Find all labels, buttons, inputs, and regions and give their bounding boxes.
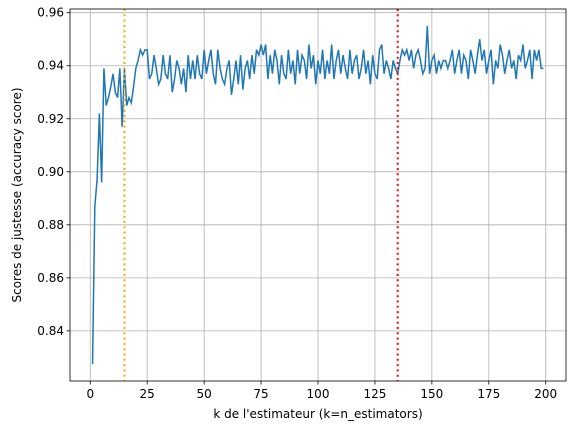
y-tick-label: 0.92 <box>37 112 64 126</box>
y-axis-label: Scores de justesse (accuracy score) <box>10 87 24 302</box>
x-tick-label: 25 <box>140 387 155 401</box>
x-tick-label: 75 <box>253 387 268 401</box>
x-tick-label: 100 <box>307 387 330 401</box>
y-tick-label: 0.94 <box>37 59 64 73</box>
y-tick-label: 0.90 <box>37 165 64 179</box>
y-tick-label: 0.84 <box>37 324 64 338</box>
x-tick-label: 175 <box>477 387 500 401</box>
x-tick-label: 200 <box>534 387 557 401</box>
x-axis-label: k de l'estimateur (k=n_estimators) <box>213 407 422 421</box>
plot-frame <box>69 8 567 382</box>
y-tick-label: 0.88 <box>37 218 64 232</box>
data-line <box>91 25 544 365</box>
x-tick-label: 150 <box>420 387 443 401</box>
x-tick-label: 50 <box>196 387 211 401</box>
x-tick-label: 125 <box>363 387 386 401</box>
y-tick-label: 0.96 <box>37 6 64 20</box>
x-tick-label: 0 <box>86 387 94 401</box>
y-tick-label: 0.86 <box>37 271 64 285</box>
